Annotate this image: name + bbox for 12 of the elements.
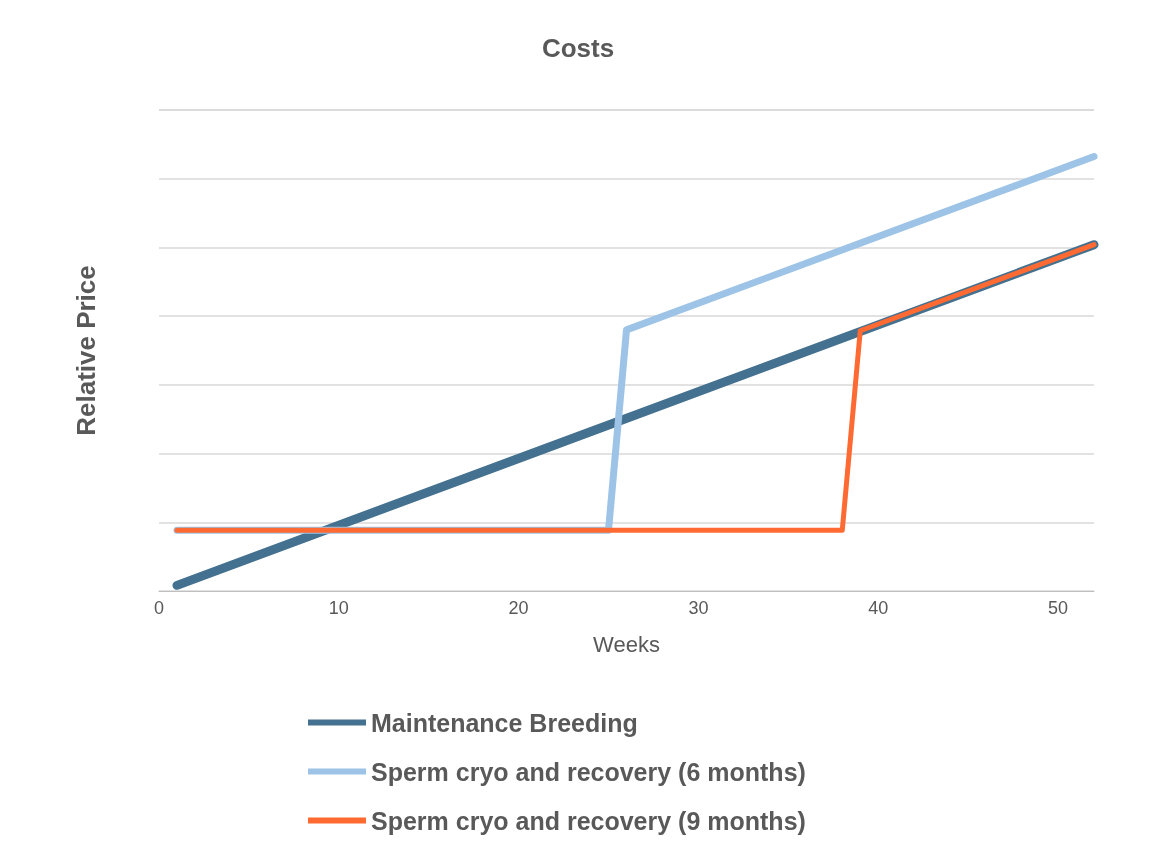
chart-title: Costs bbox=[541, 33, 615, 63]
x-axis-title: Weeks bbox=[593, 631, 660, 657]
x-tick-label: 30 bbox=[688, 598, 709, 618]
y-axis-title: Relative Price bbox=[71, 265, 101, 436]
x-tick-label: 20 bbox=[508, 598, 529, 618]
legend-label: Sperm cryo and recovery (6 months) bbox=[371, 757, 806, 786]
x-tick-label: 50 bbox=[1048, 598, 1069, 618]
legend-label: Sperm cryo and recovery (9 months) bbox=[371, 806, 806, 835]
legend-label: Maintenance Breeding bbox=[371, 708, 638, 737]
x-tick-label: 0 bbox=[153, 598, 165, 618]
x-tick-label: 40 bbox=[868, 598, 889, 618]
x-tick-label: 10 bbox=[328, 598, 349, 618]
